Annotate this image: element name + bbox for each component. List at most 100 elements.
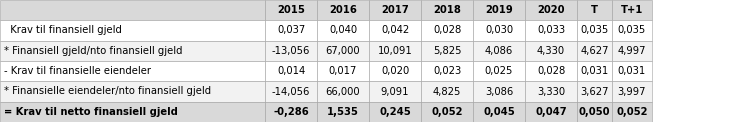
Text: 2015: 2015 xyxy=(277,5,305,15)
Bar xyxy=(369,0,421,20)
Bar xyxy=(525,61,577,81)
Text: 0,035: 0,035 xyxy=(618,25,646,36)
Bar xyxy=(612,41,652,61)
Bar xyxy=(525,41,577,61)
Text: 2016: 2016 xyxy=(329,5,357,15)
Bar xyxy=(265,81,317,102)
Text: 67,000: 67,000 xyxy=(326,46,360,56)
Text: 0,020: 0,020 xyxy=(381,66,409,76)
Text: 0,045: 0,045 xyxy=(483,107,515,117)
Bar xyxy=(577,20,612,41)
Text: 5,825: 5,825 xyxy=(433,46,461,56)
Text: 4,997: 4,997 xyxy=(618,46,646,56)
Text: 0,030: 0,030 xyxy=(485,25,513,36)
Text: Krav til finansiell gjeld: Krav til finansiell gjeld xyxy=(4,25,122,36)
Text: 0,017: 0,017 xyxy=(329,66,357,76)
Bar xyxy=(473,41,525,61)
Text: * Finansiell gjeld/nto finansiell gjeld: * Finansiell gjeld/nto finansiell gjeld xyxy=(4,46,182,56)
Bar xyxy=(317,41,369,61)
Bar xyxy=(369,41,421,61)
Text: 0,028: 0,028 xyxy=(537,66,565,76)
Text: 4,330: 4,330 xyxy=(537,46,565,56)
Text: -14,056: -14,056 xyxy=(272,86,310,97)
Text: 0,031: 0,031 xyxy=(580,66,609,76)
Text: 0,028: 0,028 xyxy=(433,25,461,36)
Bar xyxy=(317,81,369,102)
Bar xyxy=(473,20,525,41)
Text: T: T xyxy=(591,5,598,15)
Text: 0,031: 0,031 xyxy=(618,66,646,76)
Bar xyxy=(473,102,525,122)
Bar xyxy=(421,102,473,122)
Bar xyxy=(369,61,421,81)
Bar xyxy=(421,0,473,20)
Bar xyxy=(0,0,265,20)
Bar xyxy=(612,102,652,122)
Bar xyxy=(525,102,577,122)
Text: 3,086: 3,086 xyxy=(485,86,513,97)
Bar xyxy=(577,81,612,102)
Bar xyxy=(369,20,421,41)
Text: = Krav til netto finansiell gjeld: = Krav til netto finansiell gjeld xyxy=(4,107,178,117)
Text: 0,014: 0,014 xyxy=(277,66,305,76)
Bar xyxy=(473,0,525,20)
Text: 3,997: 3,997 xyxy=(618,86,646,97)
Text: -0,286: -0,286 xyxy=(273,107,309,117)
Text: 2017: 2017 xyxy=(381,5,409,15)
Bar xyxy=(369,102,421,122)
Bar xyxy=(421,41,473,61)
Bar xyxy=(265,41,317,61)
Bar xyxy=(612,81,652,102)
Bar xyxy=(317,0,369,20)
Text: -13,056: -13,056 xyxy=(272,46,310,56)
Text: 0,047: 0,047 xyxy=(535,107,567,117)
Text: 66,000: 66,000 xyxy=(326,86,360,97)
Bar xyxy=(265,0,317,20)
Text: 1,535: 1,535 xyxy=(327,107,359,117)
Text: 10,091: 10,091 xyxy=(378,46,412,56)
Text: 2020: 2020 xyxy=(537,5,565,15)
Bar xyxy=(473,61,525,81)
Text: 0,037: 0,037 xyxy=(277,25,305,36)
Text: 0,040: 0,040 xyxy=(329,25,357,36)
Bar xyxy=(265,61,317,81)
Text: T+1: T+1 xyxy=(621,5,643,15)
Text: 2019: 2019 xyxy=(485,5,513,15)
Bar xyxy=(369,81,421,102)
Bar xyxy=(0,41,265,61)
Bar xyxy=(265,102,317,122)
Bar xyxy=(612,0,652,20)
Text: 3,627: 3,627 xyxy=(580,86,609,97)
Text: 0,052: 0,052 xyxy=(431,107,462,117)
Bar xyxy=(0,81,265,102)
Bar xyxy=(0,61,265,81)
Bar xyxy=(525,81,577,102)
Bar xyxy=(525,0,577,20)
Bar xyxy=(577,61,612,81)
Bar xyxy=(577,41,612,61)
Text: 0,050: 0,050 xyxy=(579,107,610,117)
Text: 0,035: 0,035 xyxy=(580,25,609,36)
Text: 3,330: 3,330 xyxy=(537,86,565,97)
Bar xyxy=(525,20,577,41)
Bar xyxy=(577,0,612,20)
Bar xyxy=(317,61,369,81)
Text: 0,023: 0,023 xyxy=(433,66,461,76)
Text: 4,086: 4,086 xyxy=(485,46,513,56)
Bar xyxy=(473,81,525,102)
Text: 0,245: 0,245 xyxy=(379,107,411,117)
Text: 4,825: 4,825 xyxy=(433,86,461,97)
Text: 0,042: 0,042 xyxy=(381,25,409,36)
Text: 2018: 2018 xyxy=(433,5,461,15)
Text: 0,033: 0,033 xyxy=(537,25,565,36)
Bar xyxy=(265,20,317,41)
Bar xyxy=(421,61,473,81)
Bar xyxy=(612,61,652,81)
Bar xyxy=(0,102,265,122)
Bar xyxy=(577,102,612,122)
Text: * Finansielle eiendeler/nto finansiell gjeld: * Finansielle eiendeler/nto finansiell g… xyxy=(4,86,211,97)
Bar xyxy=(421,20,473,41)
Text: 4,627: 4,627 xyxy=(580,46,609,56)
Bar xyxy=(0,20,265,41)
Text: 0,025: 0,025 xyxy=(485,66,513,76)
